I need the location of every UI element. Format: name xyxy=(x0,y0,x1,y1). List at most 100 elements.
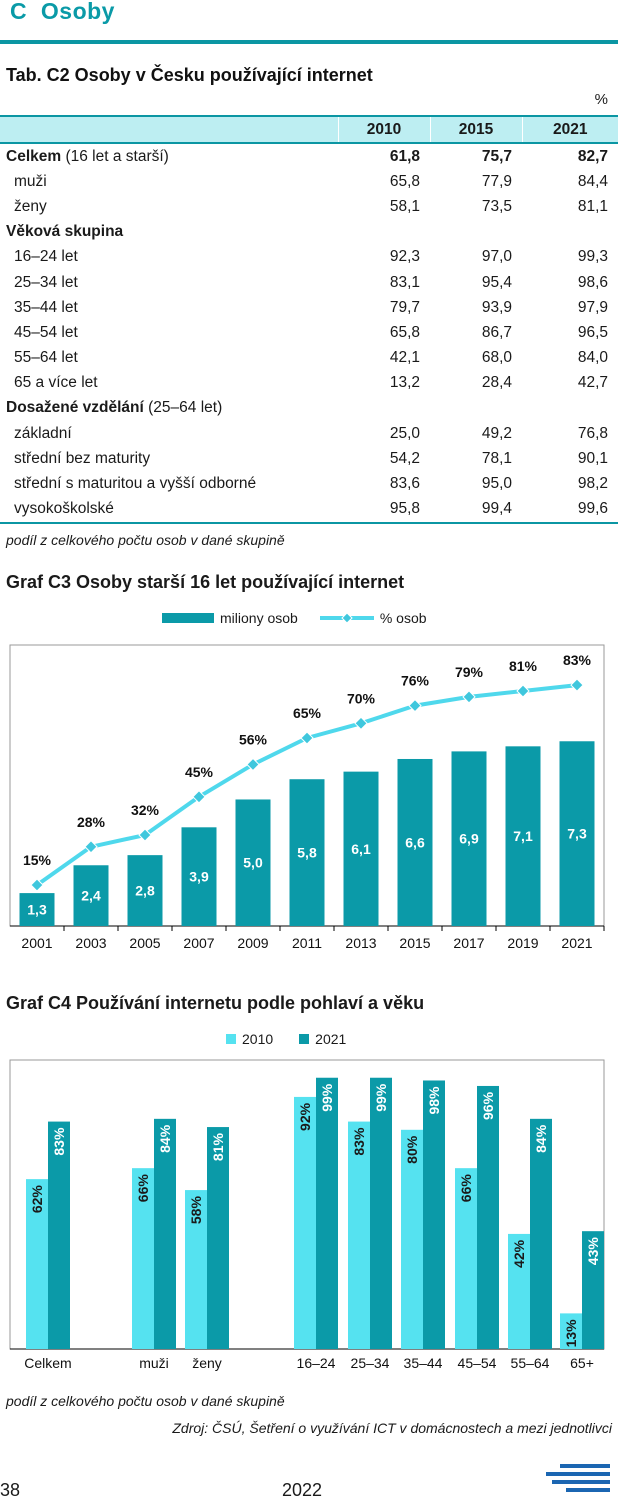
row-label-text: 16–24 let xyxy=(14,248,78,266)
row-label-text: Dosažené vzdělání xyxy=(6,399,144,417)
row-label-text: střední bez maturity xyxy=(14,449,151,467)
legend-swatch-line xyxy=(319,612,374,624)
x-tick-label: 2011 xyxy=(292,935,322,951)
bar-label: 7,1 xyxy=(513,828,533,844)
bar xyxy=(451,751,487,926)
cell-value: 99,6 xyxy=(522,496,618,524)
row-label-text: ženy xyxy=(14,197,47,215)
percent-label: 28% xyxy=(77,814,106,830)
x-tick-label: 35–44 xyxy=(404,1355,443,1371)
legend-label-2021: 2021 xyxy=(315,1031,347,1047)
table-header-blank xyxy=(0,115,338,144)
chart-c4-title: Graf C4 Používání internetu podle pohlav… xyxy=(6,993,425,1013)
bar xyxy=(505,746,541,926)
bar-label: 13% xyxy=(563,1319,579,1348)
percent-label: 81% xyxy=(509,658,538,674)
cell-value: 99,3 xyxy=(577,248,608,266)
x-tick-label: 2001 xyxy=(21,935,52,951)
bar-label: 5,8 xyxy=(297,845,317,861)
row-label: 25–34 let xyxy=(0,270,338,295)
cell-value: 83,1 xyxy=(389,273,420,291)
bar xyxy=(19,893,55,926)
bar-label: 7,3 xyxy=(567,826,587,842)
x-tick-label: 2017 xyxy=(453,935,484,951)
cell-value: 82,7 xyxy=(577,147,608,165)
row-label: Celkem (16 let a starší) xyxy=(0,143,338,169)
cell-value: 95,4 xyxy=(481,273,512,291)
bar-label: 2,8 xyxy=(135,883,155,899)
chart-c3: 1,3 2001 2,4 2003 2,8 2005 3,9 2007 5,0 2009 5,8 20… xyxy=(9,644,605,951)
percent-marker xyxy=(192,790,206,804)
legend-swatch-bar xyxy=(162,613,214,623)
x-tick-label: Celkem xyxy=(24,1355,71,1371)
bar xyxy=(181,827,217,926)
x-tick-label: 16–24 xyxy=(297,1355,336,1371)
x-tick-label: 2013 xyxy=(345,935,376,951)
bar-label: 66% xyxy=(458,1174,474,1203)
cell-value xyxy=(522,220,618,245)
row-label-text: Věková skupina xyxy=(6,223,124,241)
percent-marker xyxy=(462,690,476,704)
bar-label: 5,0 xyxy=(243,855,263,871)
chart-c4-legend: 2010 2021 xyxy=(226,1031,346,1047)
x-tick-label: 25–34 xyxy=(351,1355,390,1371)
cell-value: 90,1 xyxy=(577,449,608,467)
cell-value: 61,8 xyxy=(389,147,420,165)
row-label: základní xyxy=(0,421,338,446)
table-title: Tab. C2 Osoby v Česku používající intern… xyxy=(6,65,373,85)
row-label-text: 55–64 let xyxy=(14,349,78,367)
row-label: ženy xyxy=(0,194,338,219)
x-tick-label: 2009 xyxy=(237,935,268,951)
chart-c3-title: Graf C3 Osoby starší 16 let používající … xyxy=(6,572,405,592)
row-label-suffix: (25–64 let) xyxy=(143,399,223,417)
cell-value: 92,3 xyxy=(389,248,420,266)
table-row: 35–44 let 79,7 93,9 97,9 xyxy=(0,295,618,320)
table-header-year: 2010 xyxy=(337,115,430,144)
percent-marker xyxy=(408,698,422,713)
page-number: 38 xyxy=(0,1480,21,1500)
bar-label: 83% xyxy=(51,1127,67,1156)
table-row: ženy 58,1 73,5 81,1 xyxy=(0,194,618,219)
publication-year: 2022 xyxy=(282,1480,323,1500)
cell-value: 49,2 xyxy=(481,424,512,442)
cell-value xyxy=(430,396,522,421)
row-label-text: vysokoškolské xyxy=(14,500,114,518)
cell-value: 79,7 xyxy=(389,298,420,316)
bar-2021 xyxy=(530,1118,552,1349)
cell-value: 96,5 xyxy=(577,323,608,341)
cell-value: 73,5 xyxy=(481,197,512,215)
bar-label: 58% xyxy=(188,1196,204,1225)
bar-label: 1,3 xyxy=(27,902,47,918)
x-tick-label: 2015 xyxy=(399,935,430,951)
bar xyxy=(397,758,433,926)
cell-value: 54,2 xyxy=(389,449,420,467)
table-row: vysokoškolské 95,8 99,4 99,6 xyxy=(0,496,618,524)
table-row: Celkem (16 let a starší) 61,8 75,7 82,7 xyxy=(0,143,618,169)
internet-users-table: 2010 2015 2021 Celkem (16 let a starší) 6… xyxy=(0,115,618,524)
bar-label: 2,4 xyxy=(81,888,101,904)
cell-value xyxy=(430,220,522,245)
bar-2021 xyxy=(370,1077,392,1349)
legend-label-2010: 2010 xyxy=(242,1031,274,1047)
cell-value: 78,1 xyxy=(481,449,512,467)
table-row: 16–24 let 92,3 97,0 99,3 xyxy=(0,245,618,270)
percent-label: 15% xyxy=(23,852,52,868)
percent-marker xyxy=(246,757,260,772)
row-label: Dosažené vzdělání (25–64 let) xyxy=(0,396,338,421)
cell-value: 68,0 xyxy=(481,349,512,367)
table-row: 45–54 let 65,8 86,7 96,5 xyxy=(0,320,618,345)
x-tick-label: 2007 xyxy=(183,935,214,951)
cell-value: 95,8 xyxy=(338,496,430,524)
bar-label: 43% xyxy=(585,1237,601,1266)
percent-marker xyxy=(138,828,152,842)
bar-label: 83% xyxy=(351,1127,367,1156)
percent-label: 56% xyxy=(239,731,268,747)
row-label: 55–64 let xyxy=(0,346,338,371)
bar-2021 xyxy=(423,1080,445,1349)
bar-label: 80% xyxy=(404,1135,420,1164)
percent-label: 65% xyxy=(293,705,322,721)
table-row: Věková skupina xyxy=(0,220,618,245)
row-label: 45–54 let xyxy=(0,320,338,345)
table-row: 25–34 let 83,1 95,4 98,6 xyxy=(0,270,618,295)
cell-value: 81,1 xyxy=(577,197,608,215)
